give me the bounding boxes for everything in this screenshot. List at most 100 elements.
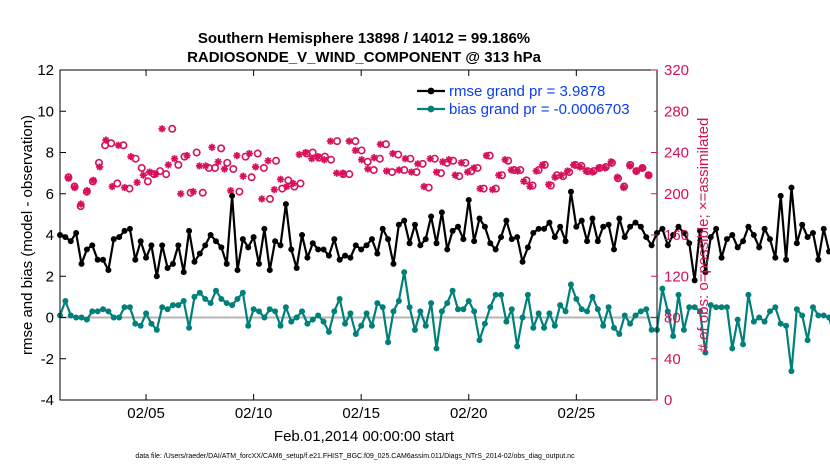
obs-assimilated-stroke [607, 158, 615, 165]
obs-assimilated-point [308, 155, 316, 163]
bias-point [783, 322, 790, 329]
obs-assimilated-point [501, 156, 509, 164]
rmse-series [57, 184, 830, 284]
x-axis: 02/05 02/10 02/15 02/20 02/25 [127, 70, 595, 422]
obs-assimilated-point [364, 165, 372, 173]
bias-point [67, 312, 74, 319]
bias-point [573, 295, 580, 302]
rmse-point [664, 242, 671, 249]
obs-assimilated-point [264, 157, 272, 165]
obs-assimilated-stroke [414, 160, 421, 168]
bias-point [492, 291, 499, 298]
rmse-point [143, 254, 150, 261]
rmse-point [702, 269, 709, 276]
obs-assimilated-point [208, 143, 216, 151]
obs-assimilated-point [588, 168, 596, 176]
obs-assimilated-stroke [402, 155, 409, 162]
bias-point [282, 304, 289, 311]
rmse-point [508, 236, 515, 243]
bias-point [315, 312, 322, 319]
obs-assimilated-stroke [601, 164, 609, 172]
bias-point [218, 295, 225, 302]
rmse-point [766, 236, 773, 243]
bias-point [648, 326, 655, 333]
rmse-point [659, 225, 666, 232]
rmse-point [820, 225, 827, 232]
obs-assimilated-point [189, 188, 197, 196]
rmse-point [266, 267, 273, 274]
obs-assimilated-stroke [146, 168, 153, 176]
bias-point [670, 333, 677, 340]
obs-assimilated-point [227, 187, 235, 195]
bias-point [89, 308, 96, 315]
obs-possible-point [137, 163, 146, 172]
legend: rmse grand pr = 3.9878 bias grand pr = -… [410, 78, 654, 118]
obs-possible-point [394, 150, 403, 159]
obs-assimilated-point [613, 173, 621, 181]
bias-point [578, 306, 585, 313]
y-tick-label: 0 [46, 310, 54, 327]
rmse-point [105, 267, 112, 274]
rmse-point [191, 258, 198, 265]
rmse-point [438, 209, 445, 216]
obs-assimilated-point [214, 158, 222, 166]
obs-assimilated-point [488, 186, 497, 194]
obs-assimilated-point [276, 175, 285, 183]
obs-assimilated-point [77, 200, 85, 208]
bias-point [799, 312, 806, 319]
obs-assimilated-point [289, 179, 297, 188]
obs-assimilated-point [164, 161, 172, 169]
bias-point [239, 289, 246, 296]
obs-assimilated-stroke [445, 156, 453, 163]
obs-assimilated-point [177, 190, 185, 198]
rmse-point [680, 229, 687, 236]
bias-point [83, 316, 90, 323]
obs-assimilated-point [557, 171, 565, 179]
bias-point [401, 269, 408, 276]
legend-bias-label: bias grand pr = -0.0006703 [449, 101, 630, 118]
rmse-point [783, 256, 790, 263]
obs-assimilated-point [570, 161, 578, 169]
y-right-tick-label: 240 [664, 145, 689, 162]
rmse-point [648, 242, 655, 249]
rmse-point [315, 246, 322, 253]
bias-point [820, 312, 827, 319]
obs-possible-point [284, 176, 293, 185]
rmse-point [750, 232, 757, 238]
bias-point [212, 287, 219, 294]
obs-assimilated-stroke [183, 152, 191, 159]
obs-assimilated-stroke [595, 164, 602, 172]
bias-point [605, 304, 612, 311]
bias-point [600, 322, 607, 329]
rmse-point [336, 256, 343, 263]
bias-point [299, 308, 306, 315]
rmse-point [433, 240, 440, 247]
obs-assimilated-stroke [196, 162, 203, 170]
obs-assimilated-point [632, 167, 640, 175]
y-tick-label: 6 [46, 186, 54, 203]
bias-point [325, 328, 332, 335]
obs-assimilated-point [195, 162, 204, 170]
bias-series [57, 269, 830, 375]
bias-point [680, 326, 687, 333]
obs-assimilated-point [220, 165, 229, 173]
bias-point [465, 298, 472, 304]
obs-assimilated-stroke [389, 150, 396, 157]
rmse-point [428, 213, 435, 220]
bias-point [293, 314, 300, 321]
y-tick-label: -4 [41, 392, 54, 409]
rmse-point [535, 225, 542, 232]
bias-point [438, 308, 445, 315]
bias-point [815, 312, 822, 319]
bias-point [320, 318, 327, 325]
obs-assimilated-stroke [327, 137, 334, 145]
bias-point [417, 308, 424, 315]
obs-assimilated-point [251, 163, 260, 171]
obs-assimilated-stroke [221, 165, 228, 173]
bias-point [266, 306, 273, 313]
obs-assimilated-point [538, 161, 547, 169]
bias-point [503, 318, 510, 325]
rmse-point [196, 250, 203, 257]
obs-possible-point [143, 177, 152, 186]
obs-assimilated-stroke [558, 172, 565, 179]
